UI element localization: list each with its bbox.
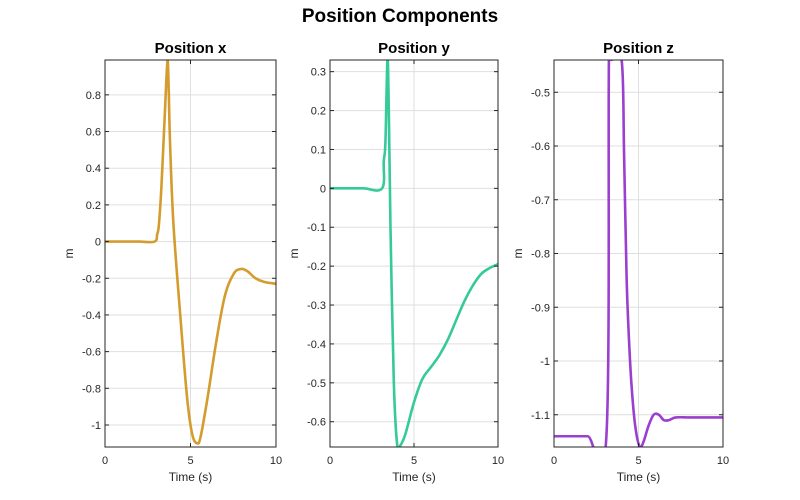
y-tick-label: -1 (91, 420, 101, 432)
y-tick-label: -0.5 (531, 87, 550, 99)
panel-1: 0 5 10 -1 -0.8 -0.6 -0.4 -0.2 0 0.2 0.4 0.6 0.8 Posit… (62, 40, 282, 484)
y-tick-label: -0.6 (531, 141, 550, 153)
y-tick-label: 0.3 (311, 67, 326, 79)
y-tick-label: -0.8 (531, 249, 550, 261)
panel-title: Position z (603, 40, 674, 57)
series-line-1 (554, 60, 723, 447)
y-tick-label: 0.8 (86, 90, 101, 102)
y-tick-label: -0.4 (82, 310, 101, 322)
x-tick-label: 10 (717, 455, 729, 467)
y-tick-label: -0.2 (82, 273, 101, 285)
panel-title: Position x (155, 40, 227, 57)
x-tick-label: 5 (187, 455, 193, 467)
y-tick-label: -0.3 (307, 300, 326, 312)
y-tick-label: -0.6 (307, 417, 326, 429)
x-axis-label: Time (s) (169, 470, 213, 484)
figure-title: Position Components (301, 6, 499, 27)
x-tick-label: 0 (551, 455, 557, 467)
y-tick-label: -0.8 (82, 383, 101, 395)
x-axis-label: Time (s) (617, 470, 661, 484)
y-tick-label: -0.2 (307, 261, 326, 273)
x-tick-label: 10 (492, 455, 504, 467)
y-axis-label: m (287, 249, 301, 259)
x-axis-label: Time (s) (392, 470, 436, 484)
y-tick-label: 0.6 (86, 127, 101, 139)
x-tick-label: 0 (327, 455, 333, 467)
y-tick-label: 0.2 (311, 106, 326, 118)
panel-title: Position y (378, 40, 450, 57)
x-tick-label: 5 (411, 455, 417, 467)
series-line-1 (330, 60, 498, 447)
y-axis-label: m (62, 249, 76, 259)
x-tick-label: 0 (102, 455, 108, 467)
y-tick-label: 0 (320, 183, 326, 195)
y-tick-label: 0.4 (86, 163, 101, 175)
y-tick-label: -0.4 (307, 339, 326, 351)
y-tick-label: -0.6 (82, 347, 101, 359)
panel-3: 0 5 10 -1.1 -1 -0.9 -0.8 -0.7 -0.6 -0.5 Position z… (511, 40, 729, 484)
x-tick-label: 5 (635, 455, 641, 467)
y-tick-label: -0.9 (531, 302, 550, 314)
y-tick-label: -0.1 (307, 222, 326, 234)
panel-2: 0 5 10 -0.6 -0.5 -0.4 -0.3 -0.2 -0.1 0 0.1 0.2 0.3 Po… (287, 40, 504, 484)
y-tick-label: -0.7 (531, 195, 550, 207)
y-tick-label: -1 (540, 356, 550, 368)
y-tick-label: 0.2 (86, 200, 101, 212)
y-tick-label: -0.5 (307, 378, 326, 390)
y-axis-label: m (511, 249, 525, 259)
series-line-1 (105, 60, 276, 445)
y-tick-label: -1.1 (531, 410, 550, 422)
y-tick-label: 0 (95, 237, 101, 249)
y-tick-label: 0.1 (311, 144, 326, 156)
x-tick-label: 10 (270, 455, 282, 467)
